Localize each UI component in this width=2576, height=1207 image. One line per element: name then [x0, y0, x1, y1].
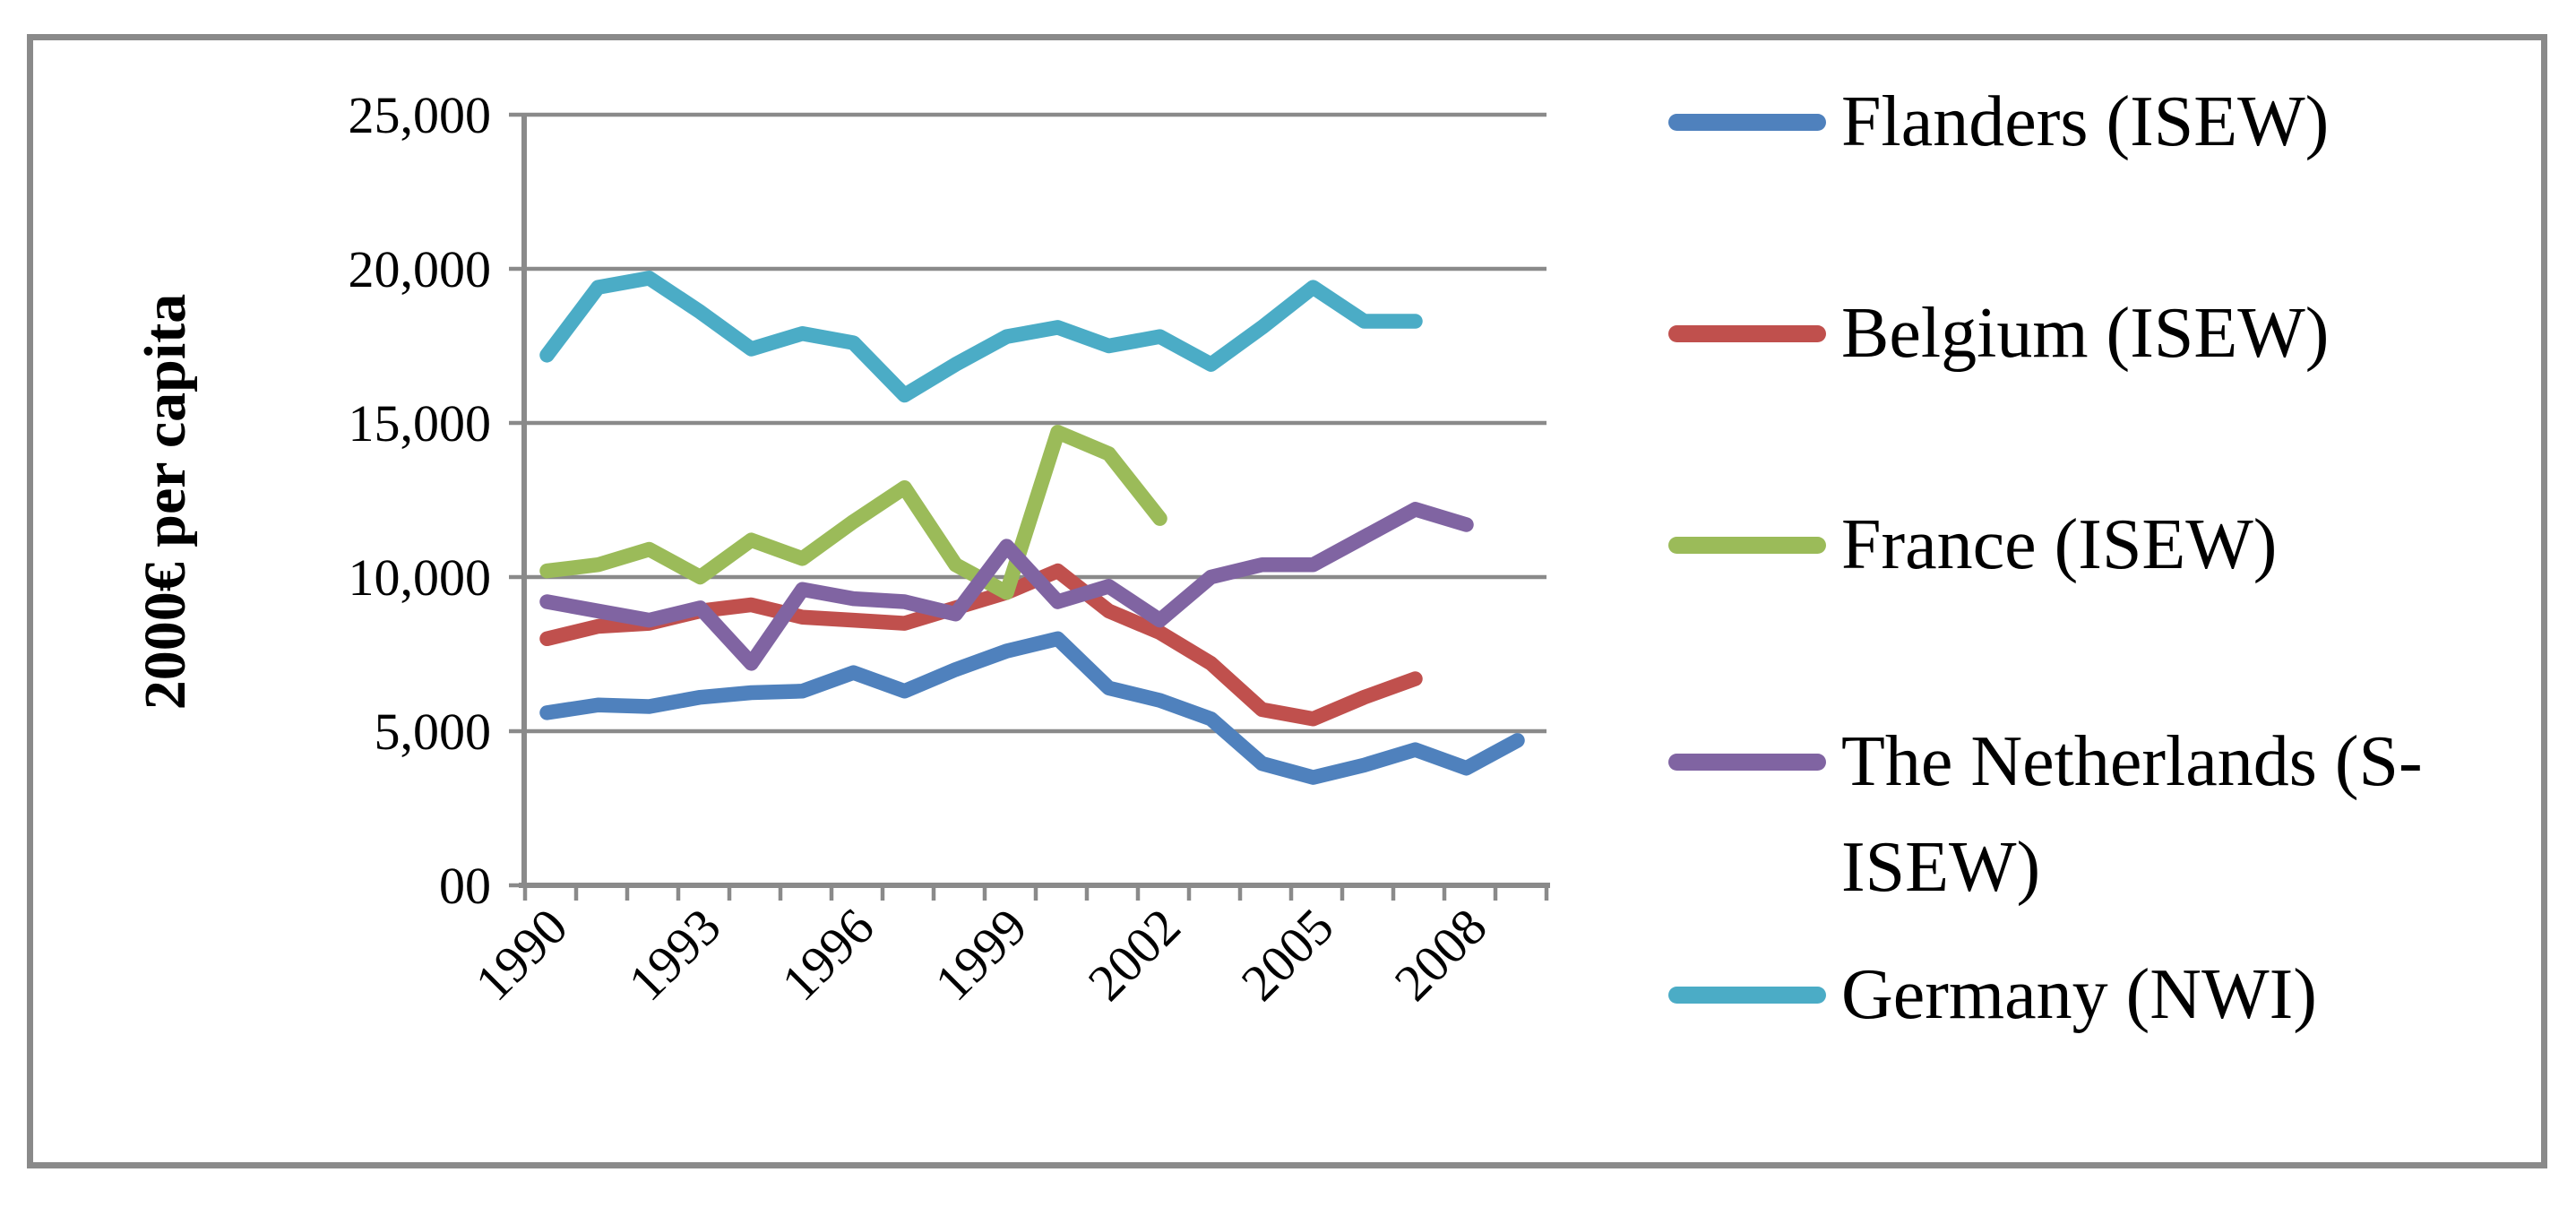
legend-marker-icon: [1668, 325, 1826, 342]
y-tick-label: 00: [439, 857, 491, 915]
x-tick-label: 1999: [924, 897, 1038, 1012]
x-tick-label: 1993: [617, 897, 732, 1012]
legend-marker-icon: [1668, 114, 1826, 131]
series-line-3: [539, 502, 1474, 671]
chart-border: [27, 34, 2547, 1168]
series-line-4: [539, 271, 1423, 403]
y-tick-label: 5,000: [375, 703, 492, 761]
legend-marker-icon: [1668, 987, 1826, 1004]
legend: Flanders (ISEW) Belgium (ISEW) France (ISE…: [1668, 0, 2546, 1207]
legend-label: Flanders (ISEW): [1841, 82, 2330, 161]
x-tick-label: 2008: [1383, 897, 1498, 1012]
legend-item: Flanders (ISEW): [1668, 69, 2546, 175]
series-line-2: [539, 425, 1167, 600]
x-tick-label: 2002: [1077, 897, 1192, 1012]
x-tick-label: 2005: [1230, 897, 1345, 1012]
y-axis-title: 2000€ per capita: [133, 293, 198, 711]
legend-label: Germany (NWI): [1841, 955, 2317, 1034]
y-tick-label: 20,000: [349, 240, 492, 298]
legend-label: The Netherlands (S-ISEW): [1841, 722, 2423, 907]
legend-label: France (ISEW): [1841, 505, 2278, 584]
legend-marker-icon: [1668, 537, 1826, 554]
legend-item: Belgium (ISEW): [1668, 280, 2546, 386]
legend-item: France (ISEW): [1668, 492, 2546, 598]
legend-label: Belgium (ISEW): [1841, 294, 2330, 373]
x-tick-label: 1996: [771, 897, 885, 1012]
y-tick-label: 15,000: [349, 394, 492, 453]
series-line-0: [539, 631, 1525, 785]
legend-item: The Netherlands (S-ISEW): [1668, 709, 2546, 920]
legend-item: Germany (NWI): [1668, 942, 2546, 1048]
legend-marker-icon: [1668, 754, 1826, 771]
y-tick-label: 25,000: [349, 86, 492, 144]
y-tick-label: 10,000: [349, 548, 492, 607]
